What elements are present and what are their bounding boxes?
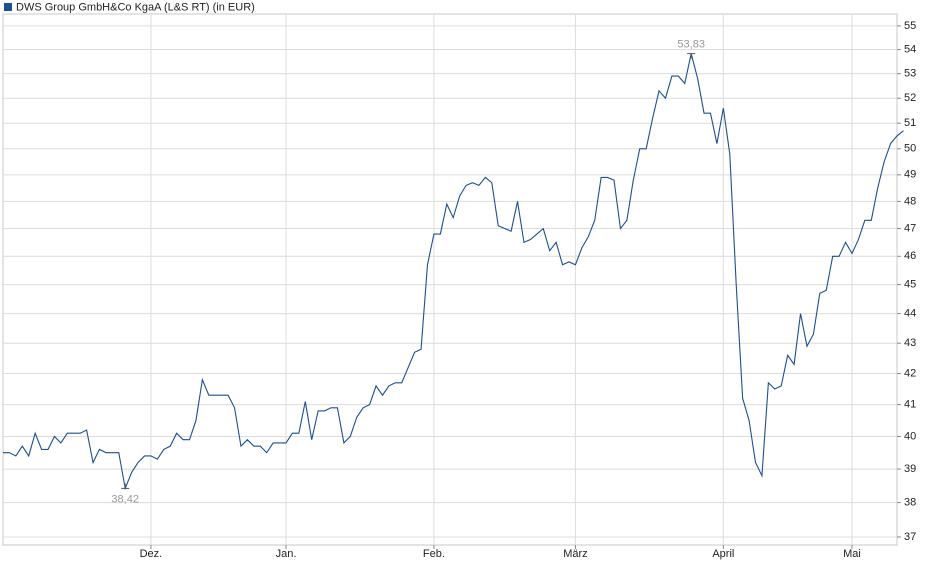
y-tick-label: 50 — [904, 143, 916, 155]
y-tick-label: 53 — [904, 68, 916, 80]
price-line — [3, 53, 904, 491]
y-tick-label: 40 — [904, 430, 916, 442]
y-tick-label: 44 — [904, 307, 916, 319]
y-tick-label: 54 — [904, 43, 916, 55]
y-tick-label: 38 — [904, 496, 916, 508]
legend-swatch — [4, 3, 12, 11]
y-tick-label: 48 — [904, 195, 916, 207]
legend-label: DWS Group GmbH&Co KgaA (L&S RT) (in EUR) — [16, 1, 255, 13]
y-tick-label: 49 — [904, 169, 916, 181]
y-tick-label: 47 — [904, 222, 916, 234]
value-label: 38,42 — [111, 493, 139, 505]
y-tick-label: 42 — [904, 367, 916, 379]
y-tick-label: 55 — [904, 20, 916, 32]
x-tick-label: Feb. — [423, 548, 445, 560]
y-tick-label: 37 — [904, 531, 916, 543]
x-tick-label: April — [712, 548, 734, 560]
y-tick-label: 39 — [904, 463, 916, 475]
y-tick-label: 45 — [904, 279, 916, 291]
y-tick-label: 43 — [904, 337, 916, 349]
value-label: 53,83 — [677, 39, 705, 51]
x-tick-label: Jan. — [276, 548, 297, 560]
x-tick-label: Mai — [843, 548, 861, 560]
y-tick-label: 51 — [904, 117, 916, 129]
y-tick-label: 52 — [904, 92, 916, 104]
x-tick-label: März — [563, 548, 587, 560]
y-tick-label: 46 — [904, 250, 916, 262]
y-tick-label: 41 — [904, 399, 916, 411]
x-tick-label: Dez. — [140, 548, 163, 560]
plot-frame — [2, 13, 898, 546]
